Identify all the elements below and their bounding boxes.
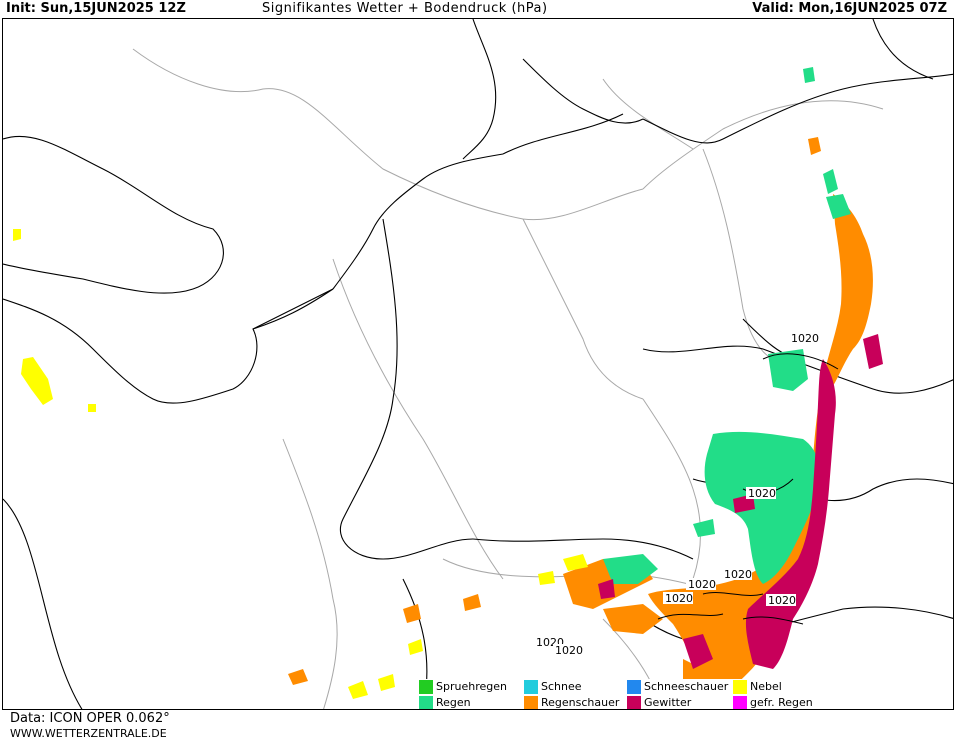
- isobar-label: 1020: [688, 578, 716, 591]
- legend-swatch: [733, 696, 747, 709]
- legend-swatch: [524, 680, 538, 694]
- legend-swatch: [419, 680, 433, 694]
- legend-swatch: [627, 680, 641, 694]
- legend-label: Nebel: [750, 680, 782, 693]
- legend: Spruehregen Schnee Schneeschauer Nebel R…: [417, 679, 837, 709]
- isobar-label: 1020: [665, 592, 693, 605]
- isobar-label: 1020: [724, 568, 752, 581]
- map-canvas: 1020 1020 1020 1020 1020 1020 1020 1020: [3, 19, 953, 709]
- valid-time-label: Valid: Mon,16JUN2025 07Z: [752, 1, 947, 16]
- isobar-labels: 1020 1020 1020 1020 1020 1020 1020 1020: [534, 332, 819, 657]
- isobar-label: 1020: [748, 487, 776, 500]
- legend-label: Schneeschauer: [644, 680, 729, 693]
- country-borders: [132, 48, 884, 709]
- legend-label: Regen: [436, 696, 471, 709]
- website-label: WWW.WETTERZENTRALE.DE: [10, 727, 167, 740]
- legend-swatch: [733, 680, 747, 694]
- legend-swatch: [524, 696, 538, 709]
- legend-label: gefr. Regen: [750, 696, 813, 709]
- legend-swatch: [627, 696, 641, 709]
- isobar-label: 1020: [555, 644, 583, 657]
- map-title: Signifikantes Wetter + Bodendruck (hPa): [262, 1, 548, 16]
- legend-label: Regenschauer: [541, 696, 620, 709]
- precip-areas: [13, 67, 883, 709]
- weather-map: 1020 1020 1020 1020 1020 1020 1020 1020 …: [2, 18, 954, 710]
- legend-label: Spruehregen: [436, 680, 507, 693]
- isobar-label: 1020: [768, 594, 796, 607]
- legend-label: Schnee: [541, 680, 582, 693]
- data-source-label: Data: ICON OPER 0.062°: [10, 711, 170, 726]
- legend-swatch: [419, 696, 433, 709]
- init-time-label: Init: Sun,15JUN2025 12Z: [6, 1, 186, 16]
- legend-label: Gewitter: [644, 696, 692, 709]
- isobar-label: 1020: [791, 332, 819, 345]
